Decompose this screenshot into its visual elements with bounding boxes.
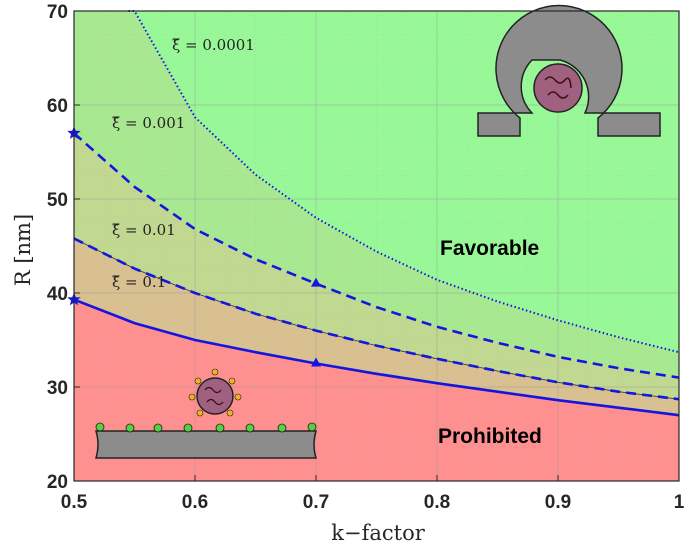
favorable-label: Favorable bbox=[440, 237, 539, 260]
x-tick-label: 0.6 bbox=[182, 492, 208, 513]
x-tick-label: 0.5 bbox=[61, 492, 88, 513]
y-tick-label: 40 bbox=[47, 284, 68, 305]
y-tick-label: 20 bbox=[47, 472, 68, 493]
x-tick-label: 0.7 bbox=[303, 492, 329, 513]
y-tick-label: 50 bbox=[47, 190, 68, 211]
y-tick-label: 60 bbox=[47, 96, 68, 117]
x-tick-label: 0.9 bbox=[545, 492, 571, 513]
y-axis-label: R [nm] bbox=[11, 214, 35, 286]
x-axis-label: k−factor bbox=[331, 521, 425, 545]
series-label: ξ̃ = 0.001 bbox=[112, 114, 185, 132]
x-tick-label: 1 bbox=[674, 492, 685, 513]
prohibited-label: Prohibited bbox=[438, 425, 542, 448]
series-label: ξ̃ = 0.1 bbox=[112, 273, 166, 291]
series-label: ξ̃ = 0.01 bbox=[112, 221, 176, 239]
x-tick-label: 0.8 bbox=[424, 492, 450, 513]
y-tick-label: 70 bbox=[47, 2, 68, 23]
chart-svg: 0.5 0.6 0.7 0.8 0.9 1 20 30 40 50 60 70 ξ̃ = 0.0001 ξ… bbox=[0, 0, 685, 547]
y-tick-label: 30 bbox=[47, 378, 68, 399]
chart: 0.5 0.6 0.7 0.8 0.9 1 20 30 40 50 60 70 ξ̃ = 0.0001 ξ… bbox=[0, 0, 685, 547]
series-label: ξ̃ = 0.0001 bbox=[172, 36, 255, 54]
